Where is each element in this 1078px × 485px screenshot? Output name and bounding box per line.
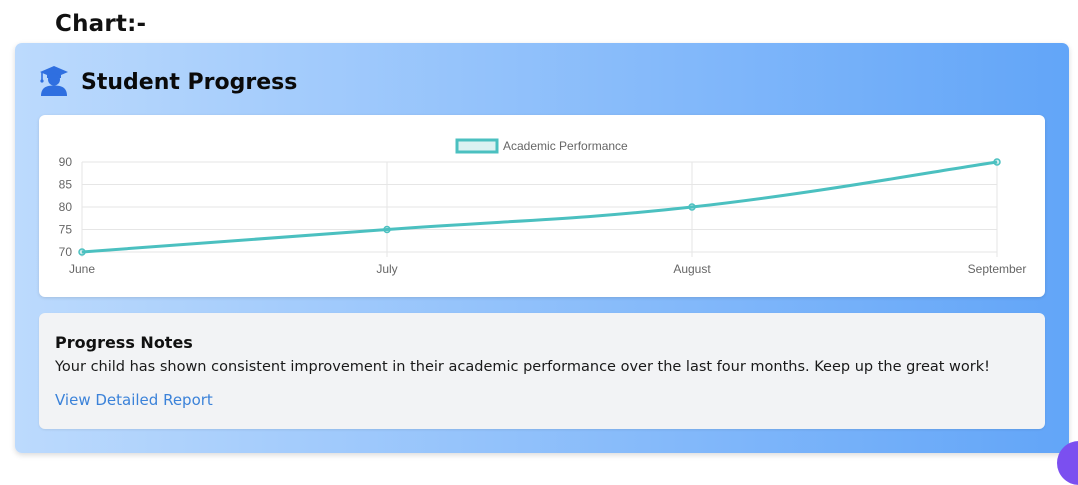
chart-panel: 90 85 80 75 70 June July August September Academi…	[39, 115, 1045, 297]
notes-title: Progress Notes	[55, 333, 193, 352]
x-tick-label: August	[673, 262, 711, 276]
data-point	[383, 225, 391, 234]
x-tick-label: July	[376, 262, 397, 276]
y-tick-label: 70	[59, 245, 73, 259]
data-point	[78, 248, 86, 256]
y-tick-label: 90	[59, 155, 73, 169]
progress-notes-panel: Progress Notes Your child has shown cons…	[39, 313, 1045, 429]
y-tick-label: 75	[59, 223, 73, 237]
x-tick-label: June	[69, 262, 95, 276]
student-progress-card: Student Progress 90 85 80 75 70 June July Augus…	[15, 43, 1069, 453]
progress-line-chart: 90 85 80 75 70 June July August September Academi…	[59, 138, 1027, 276]
x-tick-label: September	[968, 262, 1027, 276]
notes-text: Your child has shown consistent improvem…	[55, 359, 990, 375]
page-heading: Chart:-	[55, 11, 147, 37]
card-title: Student Progress	[81, 69, 298, 95]
data-point	[688, 203, 696, 211]
legend-swatch	[455, 138, 499, 154]
data-point	[993, 158, 1001, 166]
y-tick-label: 85	[59, 178, 73, 192]
view-detailed-report-link[interactable]: View Detailed Report	[55, 391, 213, 409]
y-tick-label: 80	[59, 200, 73, 214]
card-header: Student Progress	[39, 65, 297, 99]
series-line	[81, 160, 998, 254]
legend-label: Academic Performance	[503, 139, 628, 153]
graduate-student-icon	[39, 64, 81, 100]
